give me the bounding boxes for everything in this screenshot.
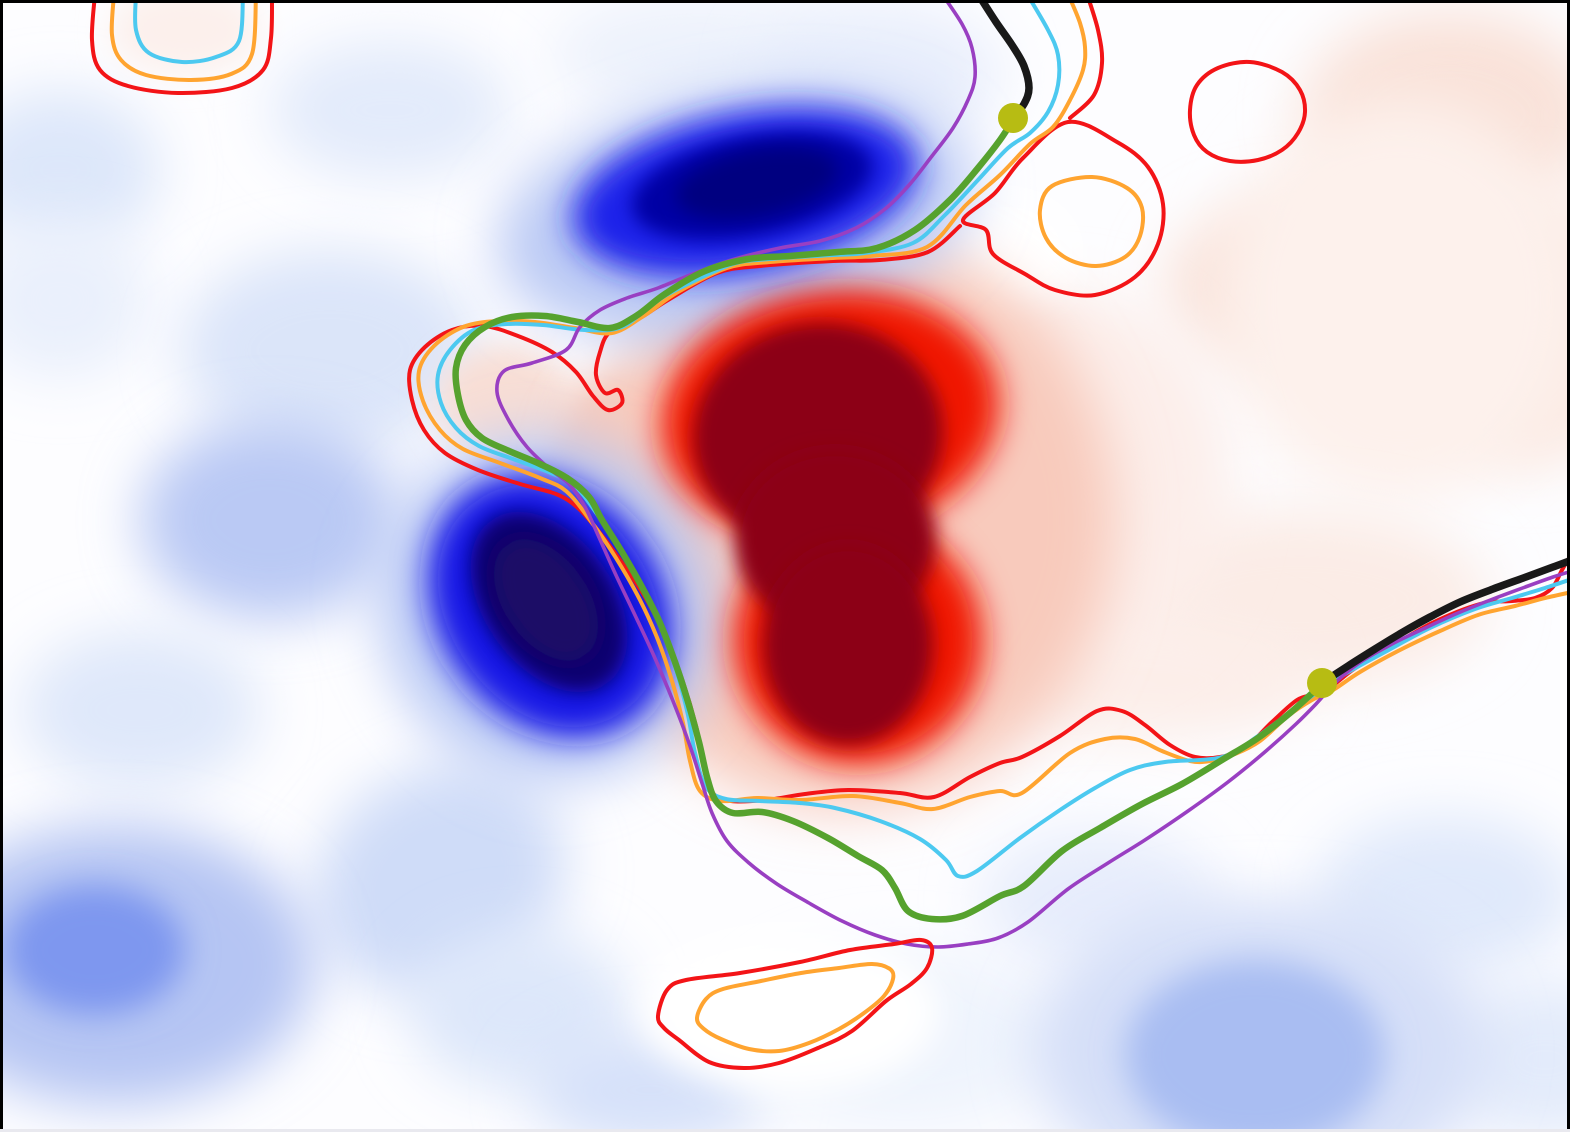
- contour-black-thick-right: [1318, 556, 1570, 687]
- contour-ring-topleft-cyan: [133, 0, 245, 65]
- heat-blob-tint-blue-top: [270, 40, 510, 180]
- heat-blob-tint-blue-leftedge: [0, 220, 150, 380]
- heat-blob-tint-blue-left: [140, 420, 400, 620]
- marker-olive-endpoint-1: [998, 103, 1028, 133]
- contour-red-top-entry: [1068, 0, 1105, 120]
- heat-blob-core2-blue-topblob: [676, 147, 838, 219]
- heat-blob-core-blue-bottomright: [1125, 960, 1385, 1132]
- contour-green-thick-line: [452, 116, 1326, 923]
- marker-olive-endpoint-2: [1307, 668, 1337, 698]
- frame-top-edge: [0, 0, 1570, 3]
- contour-ring-topright-red: [1187, 59, 1308, 164]
- heat-blob-tint-blue-midleft: [180, 250, 480, 450]
- contour-black-thick-top: [977, 0, 1033, 122]
- contour-ring-topleft-red: [89, 0, 274, 96]
- contour-ring-bottom-red: [655, 937, 935, 1071]
- frame-right-edge: [1567, 0, 1570, 1132]
- contour-red-upper-loop: [961, 119, 1166, 298]
- heat-blob-core-blue-bottomleft: [5, 885, 185, 1015]
- contour-purple-line: [495, 0, 1570, 949]
- heat-blob-white-bottom-rings: [640, 932, 940, 1092]
- contour-orange-upper-ring: [1037, 174, 1146, 269]
- heat-blob-core-red-bottom: [763, 545, 933, 745]
- contour-ring-topleft-orange: [109, 0, 258, 83]
- heat-blob-tint-blue-leftlower: [20, 630, 260, 790]
- heat-blob-core2-blue-leftblob: [493, 539, 599, 661]
- heat-blob-tint-blue-topleft: [0, 90, 160, 250]
- contour-ring-bottom-orange: [694, 961, 896, 1054]
- frame-left-edge: [0, 0, 3, 1132]
- heat-blob-pink-right-broad: [1220, 100, 1570, 500]
- frame-bottom-edge: [0, 1129, 1570, 1132]
